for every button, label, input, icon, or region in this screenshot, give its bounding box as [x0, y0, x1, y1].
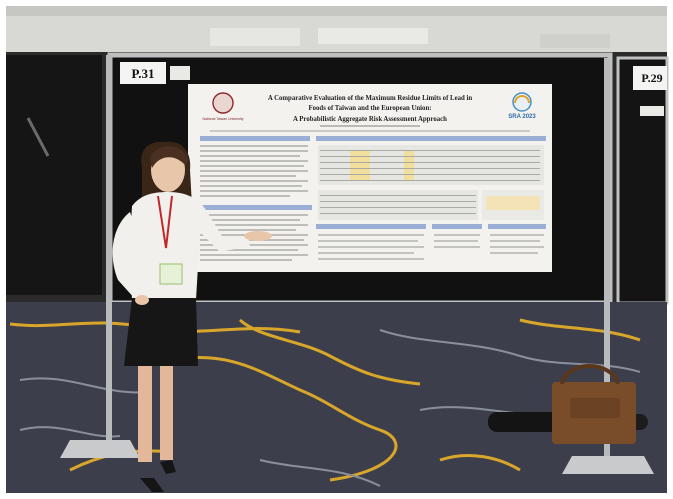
name-badge [159, 263, 183, 285]
poster-title-line-1: A Comparative Evaluation of the Maximum … [268, 95, 473, 102]
poster-title-line-2: Foods of Taiwan and the European Union: [308, 105, 431, 112]
presenter [112, 141, 272, 492]
left-logo-text: National Taiwan University [203, 117, 244, 121]
right-logo-text: SRA 2023 [508, 114, 536, 120]
board-label-right-text: P.29 [641, 71, 662, 85]
university-logo-icon [212, 92, 234, 114]
board-label-left-text: P.31 [132, 66, 155, 81]
handbag [552, 364, 636, 444]
board-label-left [120, 62, 166, 84]
ceiling-light [210, 28, 300, 46]
left-poster-board [6, 55, 102, 295]
right-poster-board [616, 56, 669, 305]
poster-title-line-3: A Probabilistic Aggregate Risk Assessmen… [293, 116, 447, 123]
stand-base-left [60, 440, 140, 458]
board-label-right [633, 66, 667, 90]
stand-base-right [562, 456, 654, 474]
poster-section-header [200, 136, 310, 141]
